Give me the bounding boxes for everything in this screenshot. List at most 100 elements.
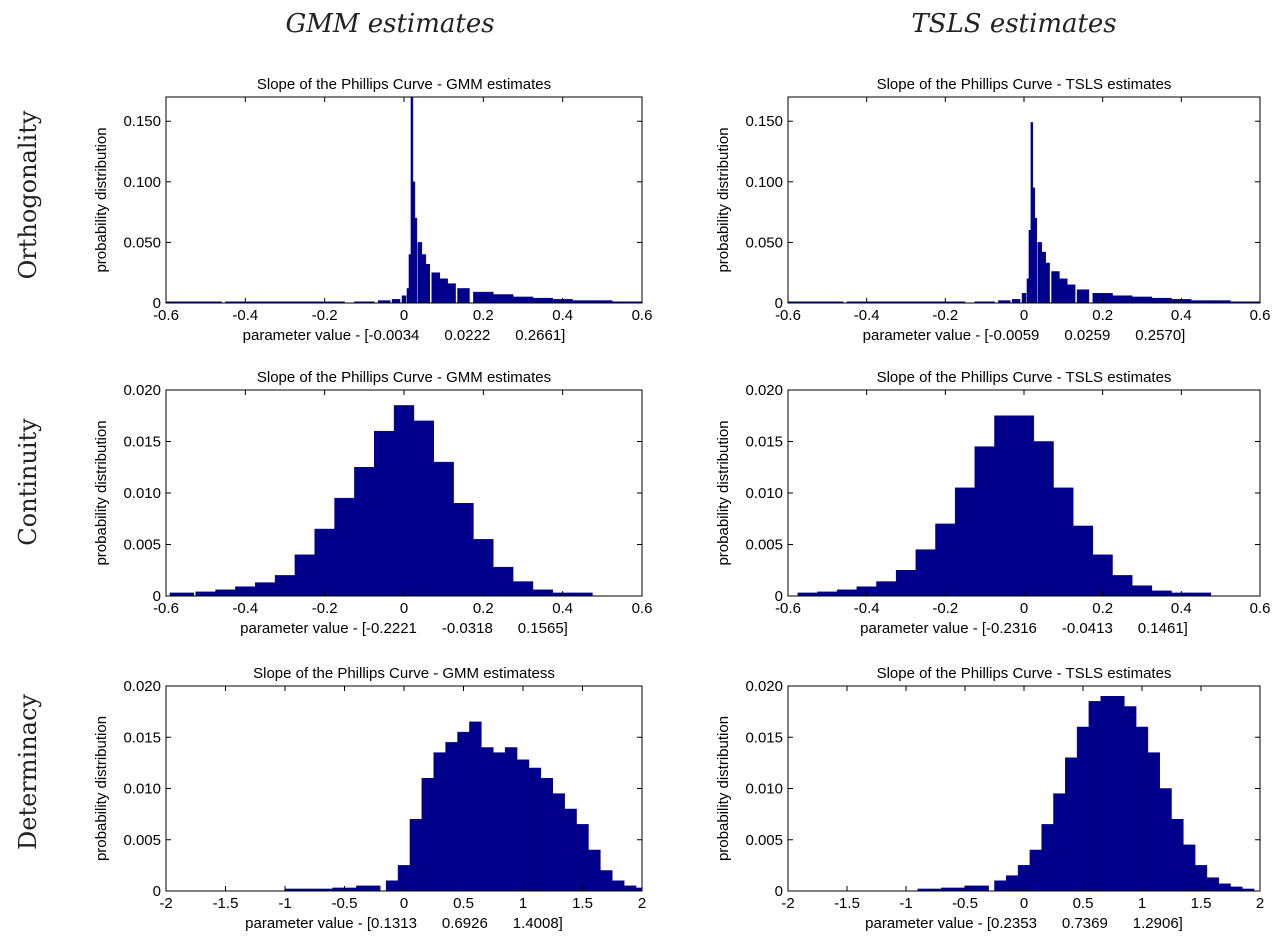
histogram-bar xyxy=(385,880,399,892)
histogram-bar xyxy=(964,885,989,892)
y-tick-label: 0.010 xyxy=(745,781,783,798)
row-header-determinacy: Determinacy xyxy=(14,694,42,850)
y-tick-label: 0 xyxy=(775,588,783,605)
histogram-bar xyxy=(1171,819,1184,892)
histogram-bar xyxy=(1076,726,1090,892)
row-header-continuity: Continuity xyxy=(14,418,42,546)
histogram-bar xyxy=(1045,262,1050,304)
x-axis-label: parameter value - [0.2353 0.7369 1.2906] xyxy=(865,915,1183,932)
histogram-bar xyxy=(409,819,423,892)
panels: -0.6 -0.4 -0.2 0 0.2 0.4 0.6 0 0.050 0.100 0.150 Sl… xyxy=(93,76,1270,932)
x-tick-label: 0 xyxy=(400,307,408,324)
histogram-bar xyxy=(1230,886,1243,892)
x-tick-label: 0.2 xyxy=(1092,307,1113,324)
column-header-gmm: GMM estimates xyxy=(285,9,494,39)
histogram-bar xyxy=(1013,415,1035,597)
histogram-bar xyxy=(528,767,542,892)
x-tick-label: 0.6 xyxy=(632,600,653,617)
histogram-bar xyxy=(1072,525,1094,597)
histogram-bar xyxy=(493,752,506,892)
x-tick-label: 1 xyxy=(519,895,527,912)
histogram-bar xyxy=(1151,590,1172,597)
y-tick-label: 0.150 xyxy=(123,113,161,130)
plot-frame xyxy=(165,96,643,304)
histogram-bar xyxy=(588,849,601,892)
histogram-bar xyxy=(974,446,995,597)
histogram-bar xyxy=(408,254,412,304)
x-tick-label: -0.5 xyxy=(332,895,358,912)
x-tick-label: 0 xyxy=(400,895,408,912)
histogram-bar xyxy=(356,885,381,892)
histogram-bar xyxy=(1011,299,1021,304)
x-axis-label: parameter value - [-0.0034 0.0222 0.2661… xyxy=(243,327,566,344)
histogram-bar xyxy=(1124,706,1137,892)
y-tick-label: 0.150 xyxy=(745,113,783,130)
x-tick-label: 0 xyxy=(1020,307,1028,324)
y-axis-label: probability distribution xyxy=(715,127,732,272)
plot-frame xyxy=(787,96,1261,304)
x-axis-label: parameter value - [0.1313 0.6926 1.4008] xyxy=(245,915,563,932)
histogram-bar xyxy=(623,885,637,892)
y-tick-label: 0 xyxy=(153,295,161,312)
histogram-bar xyxy=(994,415,1015,597)
x-tick-label: -0.4 xyxy=(854,600,880,617)
x-tick-label: 0.5 xyxy=(453,895,474,912)
histogram-bar xyxy=(1159,788,1172,892)
histogram-bar xyxy=(447,283,456,304)
histogram-bar xyxy=(895,570,917,597)
y-tick-label: 0.015 xyxy=(745,434,783,451)
x-tick-label: -0.5 xyxy=(952,895,978,912)
histogram-bar xyxy=(1112,696,1125,892)
x-tick-label: 2 xyxy=(1256,895,1264,912)
histogram-bar xyxy=(1131,296,1153,304)
x-tick-label: -0.6 xyxy=(153,307,179,324)
histogram-bar xyxy=(410,96,414,304)
x-tick-label: 0.6 xyxy=(1250,600,1271,617)
y-axis-label: probability distribution xyxy=(93,716,110,861)
histogram-bar xyxy=(1041,251,1046,304)
histogram-bar xyxy=(1100,696,1113,892)
histogram-bar xyxy=(564,808,577,892)
x-axis-label: parameter value - [-0.0059 0.0259 0.2570… xyxy=(863,327,1186,344)
histogram-bar xyxy=(1033,441,1054,597)
histogram-bar xyxy=(421,778,435,892)
histogram-bar xyxy=(600,870,613,892)
histogram-bar xyxy=(354,467,375,597)
histogram-bar xyxy=(516,759,530,892)
histogram-bar xyxy=(406,288,410,304)
x-tick-label: -1 xyxy=(899,895,912,912)
histogram-bar xyxy=(1088,701,1101,892)
y-tick-label: 0 xyxy=(775,295,783,312)
histogram-bar xyxy=(532,297,554,304)
histogram-bar xyxy=(876,581,897,597)
y-tick-label: 0.020 xyxy=(745,382,783,399)
histogram-bar xyxy=(453,503,474,597)
histogram-bar xyxy=(414,217,418,304)
x-tick-label: -0.6 xyxy=(775,600,801,617)
histogram-bar xyxy=(481,747,494,892)
histogram-bar xyxy=(1053,793,1066,892)
histogram-bar xyxy=(473,539,494,597)
y-tick-label: 0.050 xyxy=(745,234,783,251)
chart-title: Slope of the Phillips Curve - GMM estima… xyxy=(257,76,551,93)
x-tick-label: 0.2 xyxy=(473,600,494,617)
y-tick-label: 0.020 xyxy=(123,382,161,399)
x-tick-label: -0.4 xyxy=(854,307,880,324)
x-tick-label: 0.5 xyxy=(1073,895,1094,912)
histogram-bar xyxy=(1218,883,1231,892)
x-tick-label: 1.5 xyxy=(572,895,593,912)
histogram-bar xyxy=(457,288,470,304)
x-tick-label: 0 xyxy=(400,600,408,617)
histogram-bar xyxy=(493,566,514,597)
histogram-bar xyxy=(314,528,335,597)
histogram-bar xyxy=(935,523,956,597)
histogram-bar xyxy=(817,591,838,597)
histogram-bar xyxy=(1041,824,1054,892)
histogram-bar xyxy=(255,582,276,597)
x-tick-label: 0.4 xyxy=(1171,307,1192,324)
histogram-bar xyxy=(374,430,395,597)
histogram-bar xyxy=(576,824,589,892)
y-tick-label: 0.020 xyxy=(123,678,161,695)
histogram-bar xyxy=(439,278,448,304)
y-axis-label: probability distribution xyxy=(715,420,732,565)
